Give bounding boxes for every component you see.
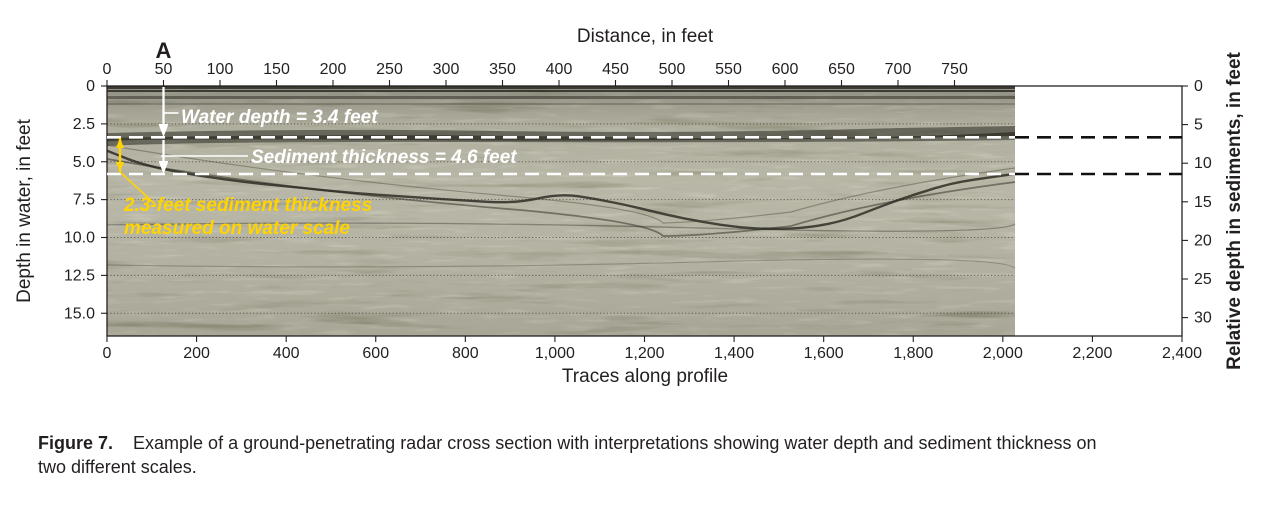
svg-text:0: 0 <box>1194 78 1203 95</box>
svg-text:350: 350 <box>489 61 516 78</box>
svg-text:0: 0 <box>103 61 112 78</box>
svg-text:450: 450 <box>602 61 629 78</box>
svg-text:2,400: 2,400 <box>1162 345 1202 362</box>
svg-text:550: 550 <box>715 61 742 78</box>
svg-text:2,000: 2,000 <box>983 345 1023 362</box>
svg-text:15: 15 <box>1194 194 1212 211</box>
svg-text:30: 30 <box>1194 310 1212 327</box>
svg-text:600: 600 <box>772 61 799 78</box>
svg-text:Traces along profile: Traces along profile <box>562 366 728 387</box>
svg-text:1,000: 1,000 <box>535 345 575 362</box>
svg-text:10.0: 10.0 <box>64 230 95 247</box>
svg-text:measured on water scale: measured on water scale <box>124 218 350 239</box>
svg-text:700: 700 <box>885 61 912 78</box>
svg-text:50: 50 <box>155 61 173 78</box>
svg-text:25: 25 <box>1194 271 1212 288</box>
svg-text:7.5: 7.5 <box>73 192 95 209</box>
svg-text:Relative depth in sediments, i: Relative depth in sediments, in feet <box>1224 51 1245 369</box>
svg-text:400: 400 <box>273 345 300 362</box>
svg-text:A: A <box>156 38 172 63</box>
svg-text:2.5: 2.5 <box>73 116 95 133</box>
svg-text:300: 300 <box>433 61 460 78</box>
svg-text:10: 10 <box>1194 155 1212 172</box>
svg-text:150: 150 <box>263 61 290 78</box>
svg-text:600: 600 <box>362 345 389 362</box>
svg-text:200: 200 <box>320 61 347 78</box>
svg-text:1,600: 1,600 <box>804 345 844 362</box>
svg-text:750: 750 <box>941 61 968 78</box>
svg-text:12.5: 12.5 <box>64 267 95 284</box>
svg-text:5.0: 5.0 <box>73 154 95 171</box>
svg-text:2,200: 2,200 <box>1072 345 1112 362</box>
svg-text:650: 650 <box>828 61 855 78</box>
svg-text:20: 20 <box>1194 232 1212 249</box>
svg-text:200: 200 <box>183 345 210 362</box>
svg-text:250: 250 <box>376 61 403 78</box>
svg-text:500: 500 <box>659 61 686 78</box>
svg-text:0: 0 <box>86 78 95 95</box>
svg-text:1,800: 1,800 <box>893 345 933 362</box>
svg-text:1,200: 1,200 <box>624 345 664 362</box>
svg-text:100: 100 <box>207 61 234 78</box>
svg-text:400: 400 <box>546 61 573 78</box>
svg-text:Distance, in feet: Distance, in feet <box>577 26 714 47</box>
svg-text:Sediment thickness = 4.6 feet: Sediment thickness = 4.6 feet <box>251 147 517 168</box>
svg-text:2.3-feet sediment thickness: 2.3-feet sediment thickness <box>123 195 372 216</box>
svg-text:0: 0 <box>103 345 112 362</box>
svg-text:Depth in water, in feet: Depth in water, in feet <box>14 118 35 302</box>
svg-text:5: 5 <box>1194 117 1203 134</box>
svg-text:15.0: 15.0 <box>64 305 95 322</box>
svg-text:1,400: 1,400 <box>714 345 754 362</box>
svg-text:Water depth = 3.4 feet: Water depth = 3.4 feet <box>181 107 378 128</box>
svg-text:800: 800 <box>452 345 479 362</box>
